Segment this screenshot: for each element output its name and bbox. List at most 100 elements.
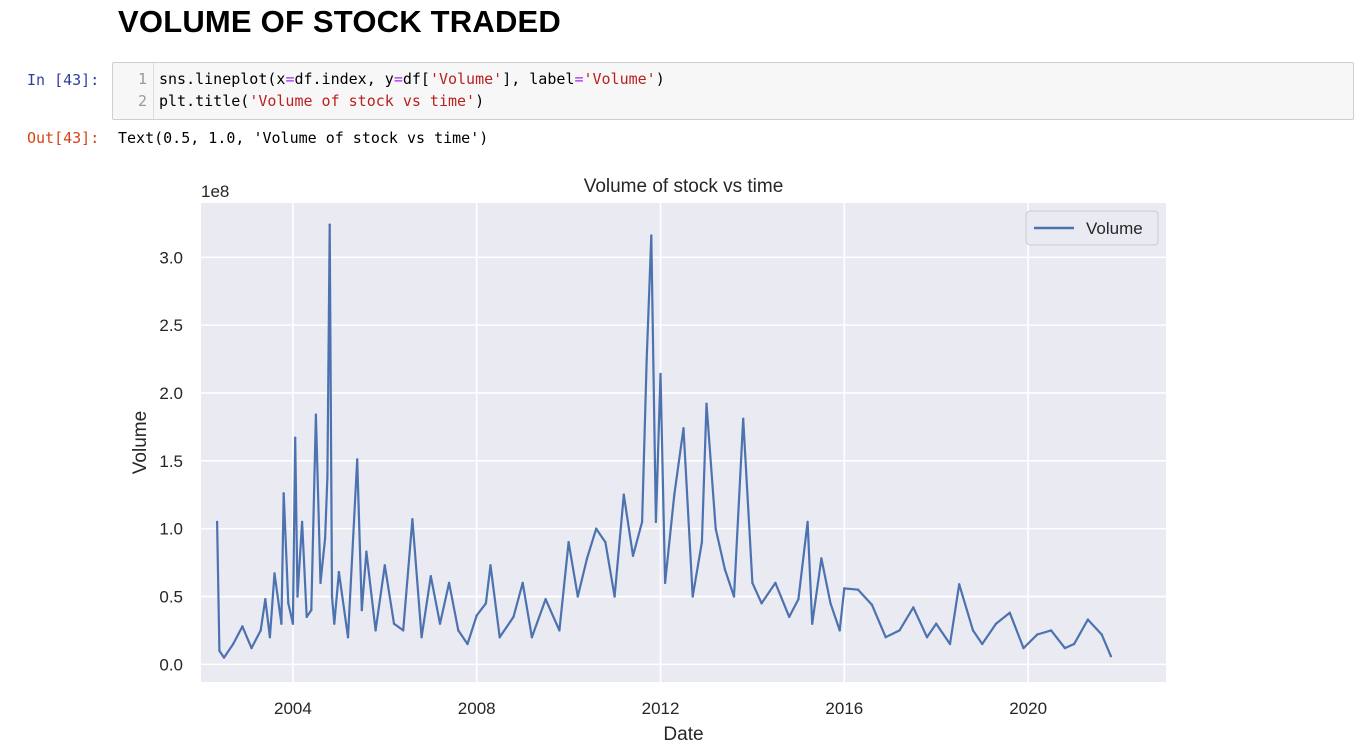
data-point bbox=[1086, 618, 1090, 621]
data-point bbox=[498, 636, 501, 639]
line-number: 1 bbox=[137, 70, 147, 88]
data-point bbox=[631, 554, 635, 557]
data-point bbox=[411, 518, 414, 521]
y-tick-label: 0.0 bbox=[159, 655, 183, 674]
data-point bbox=[691, 595, 694, 598]
data-point bbox=[659, 372, 662, 376]
y-tick-label: 2.0 bbox=[159, 384, 183, 403]
x-tick-label: 2008 bbox=[458, 699, 496, 718]
data-point bbox=[898, 629, 901, 632]
data-point bbox=[576, 595, 579, 598]
code-token: plt.title( bbox=[159, 92, 250, 110]
data-point bbox=[294, 436, 297, 439]
data-point bbox=[673, 493, 676, 496]
data-point bbox=[640, 520, 644, 524]
chart-title: Volume of stock vs time bbox=[584, 176, 784, 197]
data-point bbox=[268, 636, 272, 639]
data-point bbox=[374, 629, 377, 632]
data-point bbox=[613, 595, 616, 598]
data-point bbox=[843, 587, 846, 590]
data-point bbox=[333, 622, 336, 625]
data-point bbox=[521, 581, 524, 585]
data-point bbox=[705, 402, 708, 405]
data-point bbox=[870, 603, 874, 606]
data-point bbox=[337, 570, 341, 574]
data-point bbox=[323, 537, 327, 540]
data-point bbox=[981, 642, 984, 646]
code-operator: = bbox=[285, 70, 295, 88]
data-point bbox=[319, 581, 322, 585]
code-token: df.index, y bbox=[294, 70, 394, 88]
data-point bbox=[595, 527, 598, 530]
data-point bbox=[811, 622, 814, 625]
data-point bbox=[723, 568, 727, 571]
data-point bbox=[356, 458, 359, 461]
data-point bbox=[1022, 646, 1025, 650]
data-point bbox=[732, 595, 736, 598]
y-tick-label: 0.5 bbox=[159, 588, 183, 607]
data-point bbox=[912, 606, 915, 609]
data-point bbox=[457, 629, 460, 632]
data-point bbox=[925, 636, 929, 639]
x-tick-label: 2004 bbox=[274, 699, 312, 718]
data-point bbox=[714, 527, 717, 530]
legend-label-volume: Volume bbox=[1086, 219, 1143, 238]
data-point bbox=[310, 608, 313, 612]
code-operator: = bbox=[574, 70, 584, 88]
y-tick-label: 2.5 bbox=[159, 316, 183, 335]
data-point bbox=[884, 636, 887, 639]
data-point bbox=[544, 598, 547, 601]
data-point bbox=[241, 625, 244, 628]
data-point bbox=[1100, 633, 1103, 636]
data-point bbox=[829, 602, 832, 605]
code-string: 'Volume' bbox=[583, 70, 656, 88]
data-point bbox=[856, 588, 860, 591]
code-cell-input[interactable]: 1 2 sns.lineplot(x=df.index, y=df['Volum… bbox=[112, 62, 1354, 120]
code-token: df[ bbox=[402, 70, 430, 88]
y-tick-label: 1.5 bbox=[159, 452, 183, 471]
y-tick-label: 3.0 bbox=[159, 248, 183, 267]
data-point bbox=[650, 234, 653, 237]
data-point bbox=[1008, 611, 1011, 614]
data-point bbox=[760, 602, 763, 605]
series-line-volume bbox=[216, 223, 1112, 659]
data-point bbox=[287, 602, 290, 605]
data-point bbox=[232, 642, 235, 646]
data-point bbox=[1063, 646, 1067, 650]
data-point bbox=[282, 492, 285, 495]
code-operator: = bbox=[393, 70, 403, 88]
data-point bbox=[682, 427, 685, 430]
data-point bbox=[420, 636, 423, 639]
data-point bbox=[484, 602, 488, 605]
x-tick-label: 2020 bbox=[1009, 699, 1047, 718]
data-point bbox=[447, 581, 451, 585]
data-point bbox=[291, 622, 295, 625]
code-token: ) bbox=[475, 92, 485, 110]
data-point bbox=[1072, 642, 1076, 646]
data-point bbox=[645, 357, 648, 361]
data-point bbox=[296, 595, 299, 598]
data-point bbox=[751, 581, 754, 585]
code-token: ) bbox=[655, 70, 665, 88]
data-point bbox=[489, 564, 492, 567]
data-point bbox=[604, 541, 607, 544]
data-point bbox=[346, 636, 350, 639]
data-point bbox=[305, 615, 308, 619]
data-point bbox=[250, 646, 253, 650]
axis-offset-label: 1e8 bbox=[201, 182, 229, 201]
data-point bbox=[438, 622, 442, 625]
data-point bbox=[788, 615, 791, 619]
section-heading: VOLUME OF STOCK TRADED bbox=[118, 4, 562, 39]
data-point bbox=[429, 575, 432, 578]
code-line-2[interactable]: plt.title('Volume of stock vs time') bbox=[159, 92, 484, 110]
data-point bbox=[365, 550, 368, 553]
data-point bbox=[820, 557, 823, 560]
code-line-1[interactable]: sns.lineplot(x=df.index, y=df['Volume'],… bbox=[159, 70, 665, 88]
data-point bbox=[466, 642, 469, 646]
data-point bbox=[622, 493, 625, 496]
x-tick-label: 2016 bbox=[825, 699, 863, 718]
data-point bbox=[330, 595, 334, 598]
data-point bbox=[700, 541, 704, 544]
y-tick-label: 1.0 bbox=[159, 520, 183, 539]
data-point bbox=[742, 417, 745, 420]
